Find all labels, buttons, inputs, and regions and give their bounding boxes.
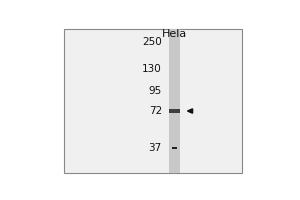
Polygon shape (188, 109, 193, 113)
Text: 130: 130 (142, 64, 162, 74)
Text: 37: 37 (148, 143, 162, 153)
Text: 95: 95 (148, 86, 162, 96)
FancyBboxPatch shape (64, 29, 242, 173)
FancyBboxPatch shape (169, 29, 181, 173)
Text: 72: 72 (148, 106, 162, 116)
FancyBboxPatch shape (172, 147, 177, 149)
FancyBboxPatch shape (169, 109, 180, 113)
Text: 250: 250 (142, 37, 162, 47)
Text: Hela: Hela (162, 29, 187, 39)
